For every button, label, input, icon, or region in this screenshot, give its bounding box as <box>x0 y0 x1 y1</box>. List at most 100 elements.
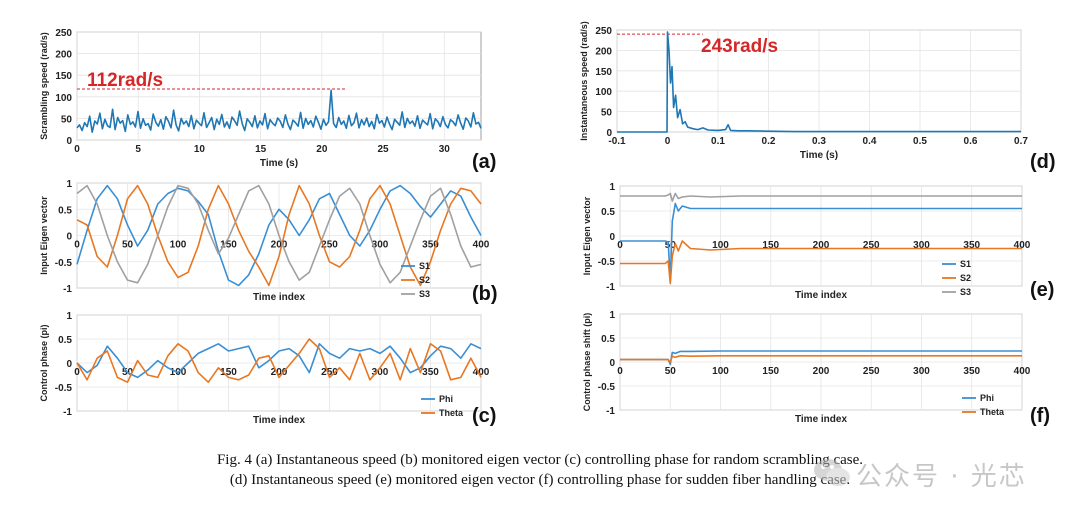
panel-e-series-s2-line <box>620 240 1022 285</box>
panel-b-x-tick-2: 100 <box>170 240 187 251</box>
panel-a-x-tick-3: 15 <box>255 144 267 155</box>
panel-b-x-tick-4: 200 <box>271 240 288 251</box>
panel-d-x-tick-1: 0 <box>665 136 671 147</box>
panel-b-legend-label-s3: S3 <box>419 289 430 299</box>
panel-b-legend-label-s1: S1 <box>419 261 430 271</box>
panel-a-y-tick-5: 250 <box>55 28 72 39</box>
panel-f-y-tick-1: -0.5 <box>598 382 616 393</box>
panel-d-x-tick-6: 0.5 <box>913 136 927 147</box>
panel-c-x-axis-label: Time index <box>253 415 305 426</box>
panel-f-x-tick-8: 400 <box>1014 366 1031 377</box>
panel-f-x-tick-0: 0 <box>617 366 623 377</box>
panel-c-legend-label-theta: Theta <box>439 408 464 418</box>
panel-b-x-axis-label: Time index <box>253 292 305 303</box>
panel-b-y-tick-0: -1 <box>63 284 72 295</box>
panel-a-label: (a) <box>472 151 496 173</box>
panel-e-y-tick-3: 0.5 <box>601 207 615 218</box>
panel-c-x-tick-5: 250 <box>321 367 338 378</box>
panel-e-y-tick-1: -0.5 <box>598 257 616 268</box>
panel-a-x-tick-0: 0 <box>74 144 80 155</box>
panel-a-annotation: 112rad/s <box>87 70 163 91</box>
panel-a-y-tick-4: 200 <box>55 50 72 61</box>
panel-f-y-axis-label: Control phase shift (pi) <box>582 313 592 412</box>
panel-c-y-tick-1: -0.5 <box>55 383 73 394</box>
panel-a-y-axis-label: Scrambling speed (rad/s) <box>39 32 49 140</box>
panel-e-legend-label-s3: S3 <box>960 287 971 297</box>
panel-e-x-tick-1: 50 <box>665 240 677 251</box>
panel-f-series-phi-line <box>620 350 1022 366</box>
panel-d-x-tick-2: 0.1 <box>711 136 725 147</box>
panel-f-x-tick-7: 350 <box>963 366 980 377</box>
panel-f-y-tick-3: 0.5 <box>601 334 615 345</box>
wechat-icon <box>814 459 850 486</box>
panel-b-legend-label-s2: S2 <box>419 275 430 285</box>
panel-e-y-tick-4: 1 <box>609 182 615 193</box>
panel-e-series-s3-line <box>620 192 1022 202</box>
panel-e-legend-label-s2: S2 <box>960 273 971 283</box>
panel-c-x-tick-6: 300 <box>372 367 389 378</box>
panel-d-y-tick-4: 200 <box>595 46 612 57</box>
figure-caption-line-1: Fig. 4 (a) Instantaneous speed (b) monit… <box>216 452 864 468</box>
panel-c-y-axis-label: Control phase (pi) <box>39 325 49 402</box>
panel-f-x-tick-4: 200 <box>813 366 830 377</box>
panel-f-x-tick-5: 250 <box>863 366 880 377</box>
panel-a-x-tick-4: 20 <box>316 144 328 155</box>
panel-a-x-tick-2: 10 <box>194 144 206 155</box>
panel-b-x-tick-6: 300 <box>372 240 389 251</box>
panel-f-legend-label-phi: Phi <box>980 393 994 403</box>
panel-f-series-theta-line <box>620 355 1022 363</box>
panel-d-x-axis-label: Time (s) <box>800 150 838 161</box>
panel-f-y-tick-0: -1 <box>606 406 615 417</box>
panel-b-y-tick-4: 1 <box>66 179 72 190</box>
panel-d-annotation: 243rad/s <box>701 36 778 57</box>
panel-e-x-axis-label: Time index <box>795 290 847 301</box>
panel-e-label: (e) <box>1030 279 1054 301</box>
panel-f-y-tick-4: 1 <box>609 310 615 321</box>
panel-a-x-axis-label: Time (s) <box>260 158 298 169</box>
panel-e-x-tick-5: 250 <box>863 240 880 251</box>
panel-b-x-tick-7: 350 <box>422 240 439 251</box>
panel-a-y-tick-2: 100 <box>55 93 72 104</box>
panel-e-x-tick-8: 400 <box>1014 240 1031 251</box>
panel-d-y-tick-3: 150 <box>595 67 612 78</box>
panel-f-y-tick-2: 0 <box>609 358 615 369</box>
panel-f-legend-label-theta: Theta <box>980 407 1005 417</box>
panel-b-series-s1-line <box>76 184 482 287</box>
panel-a-x-tick-1: 5 <box>135 144 141 155</box>
panel-c-x-tick-4: 200 <box>271 367 288 378</box>
panel-f-x-tick-3: 150 <box>762 366 779 377</box>
watermark-text: 公众号 · 光芯 <box>856 462 1027 492</box>
watermark: 公众号 · 光芯 <box>812 454 1052 494</box>
panel-f-x-axis-label: Time index <box>795 414 847 425</box>
panel-d-x-tick-3: 0.2 <box>762 136 776 147</box>
panel-e-x-tick-3: 150 <box>762 240 779 251</box>
panel-d-y-axis-label: Instantaneous speed (rad/s) <box>579 21 589 141</box>
panel-d-x-tick-5: 0.4 <box>863 136 877 147</box>
panel-d-y-tick-0: 0 <box>606 128 612 139</box>
panel-e-x-tick-6: 300 <box>913 240 930 251</box>
panel-e-y-tick-2: 0 <box>609 232 615 243</box>
panel-f-x-tick-6: 300 <box>913 366 930 377</box>
panel-d-x-tick-8: 0.7 <box>1014 136 1028 147</box>
panel-e-x-tick-0: 0 <box>617 240 623 251</box>
panel-a-x-tick-6: 30 <box>439 144 451 155</box>
panel-e-legend-label-s1: S1 <box>960 259 971 269</box>
panel-c-label: (c) <box>472 405 496 427</box>
panel-c-x-tick-3: 150 <box>220 367 237 378</box>
panel-e-series-s1-line <box>620 202 1022 282</box>
panel-b-series-s2-line <box>76 184 482 287</box>
panel-d-series-0-line <box>617 31 1021 133</box>
panel-c-y-tick-3: 0.5 <box>58 335 72 346</box>
panel-d-x-tick-0: -0.1 <box>608 136 626 147</box>
panel-b-series-s3-line <box>76 184 482 284</box>
panel-f-x-tick-2: 100 <box>712 366 729 377</box>
panel-c-x-tick-0: 0 <box>74 367 80 378</box>
panel-b-x-tick-0: 0 <box>74 240 80 251</box>
panel-b-x-tick-8: 400 <box>473 240 490 251</box>
panel-e-y-axis-label: Input Eigen vector <box>582 196 592 275</box>
panel-f-x-tick-1: 50 <box>665 366 677 377</box>
panel-b-label: (b) <box>472 283 498 305</box>
panel-b-y-tick-2: 0 <box>66 232 72 243</box>
panel-d-y-tick-5: 250 <box>595 26 612 37</box>
